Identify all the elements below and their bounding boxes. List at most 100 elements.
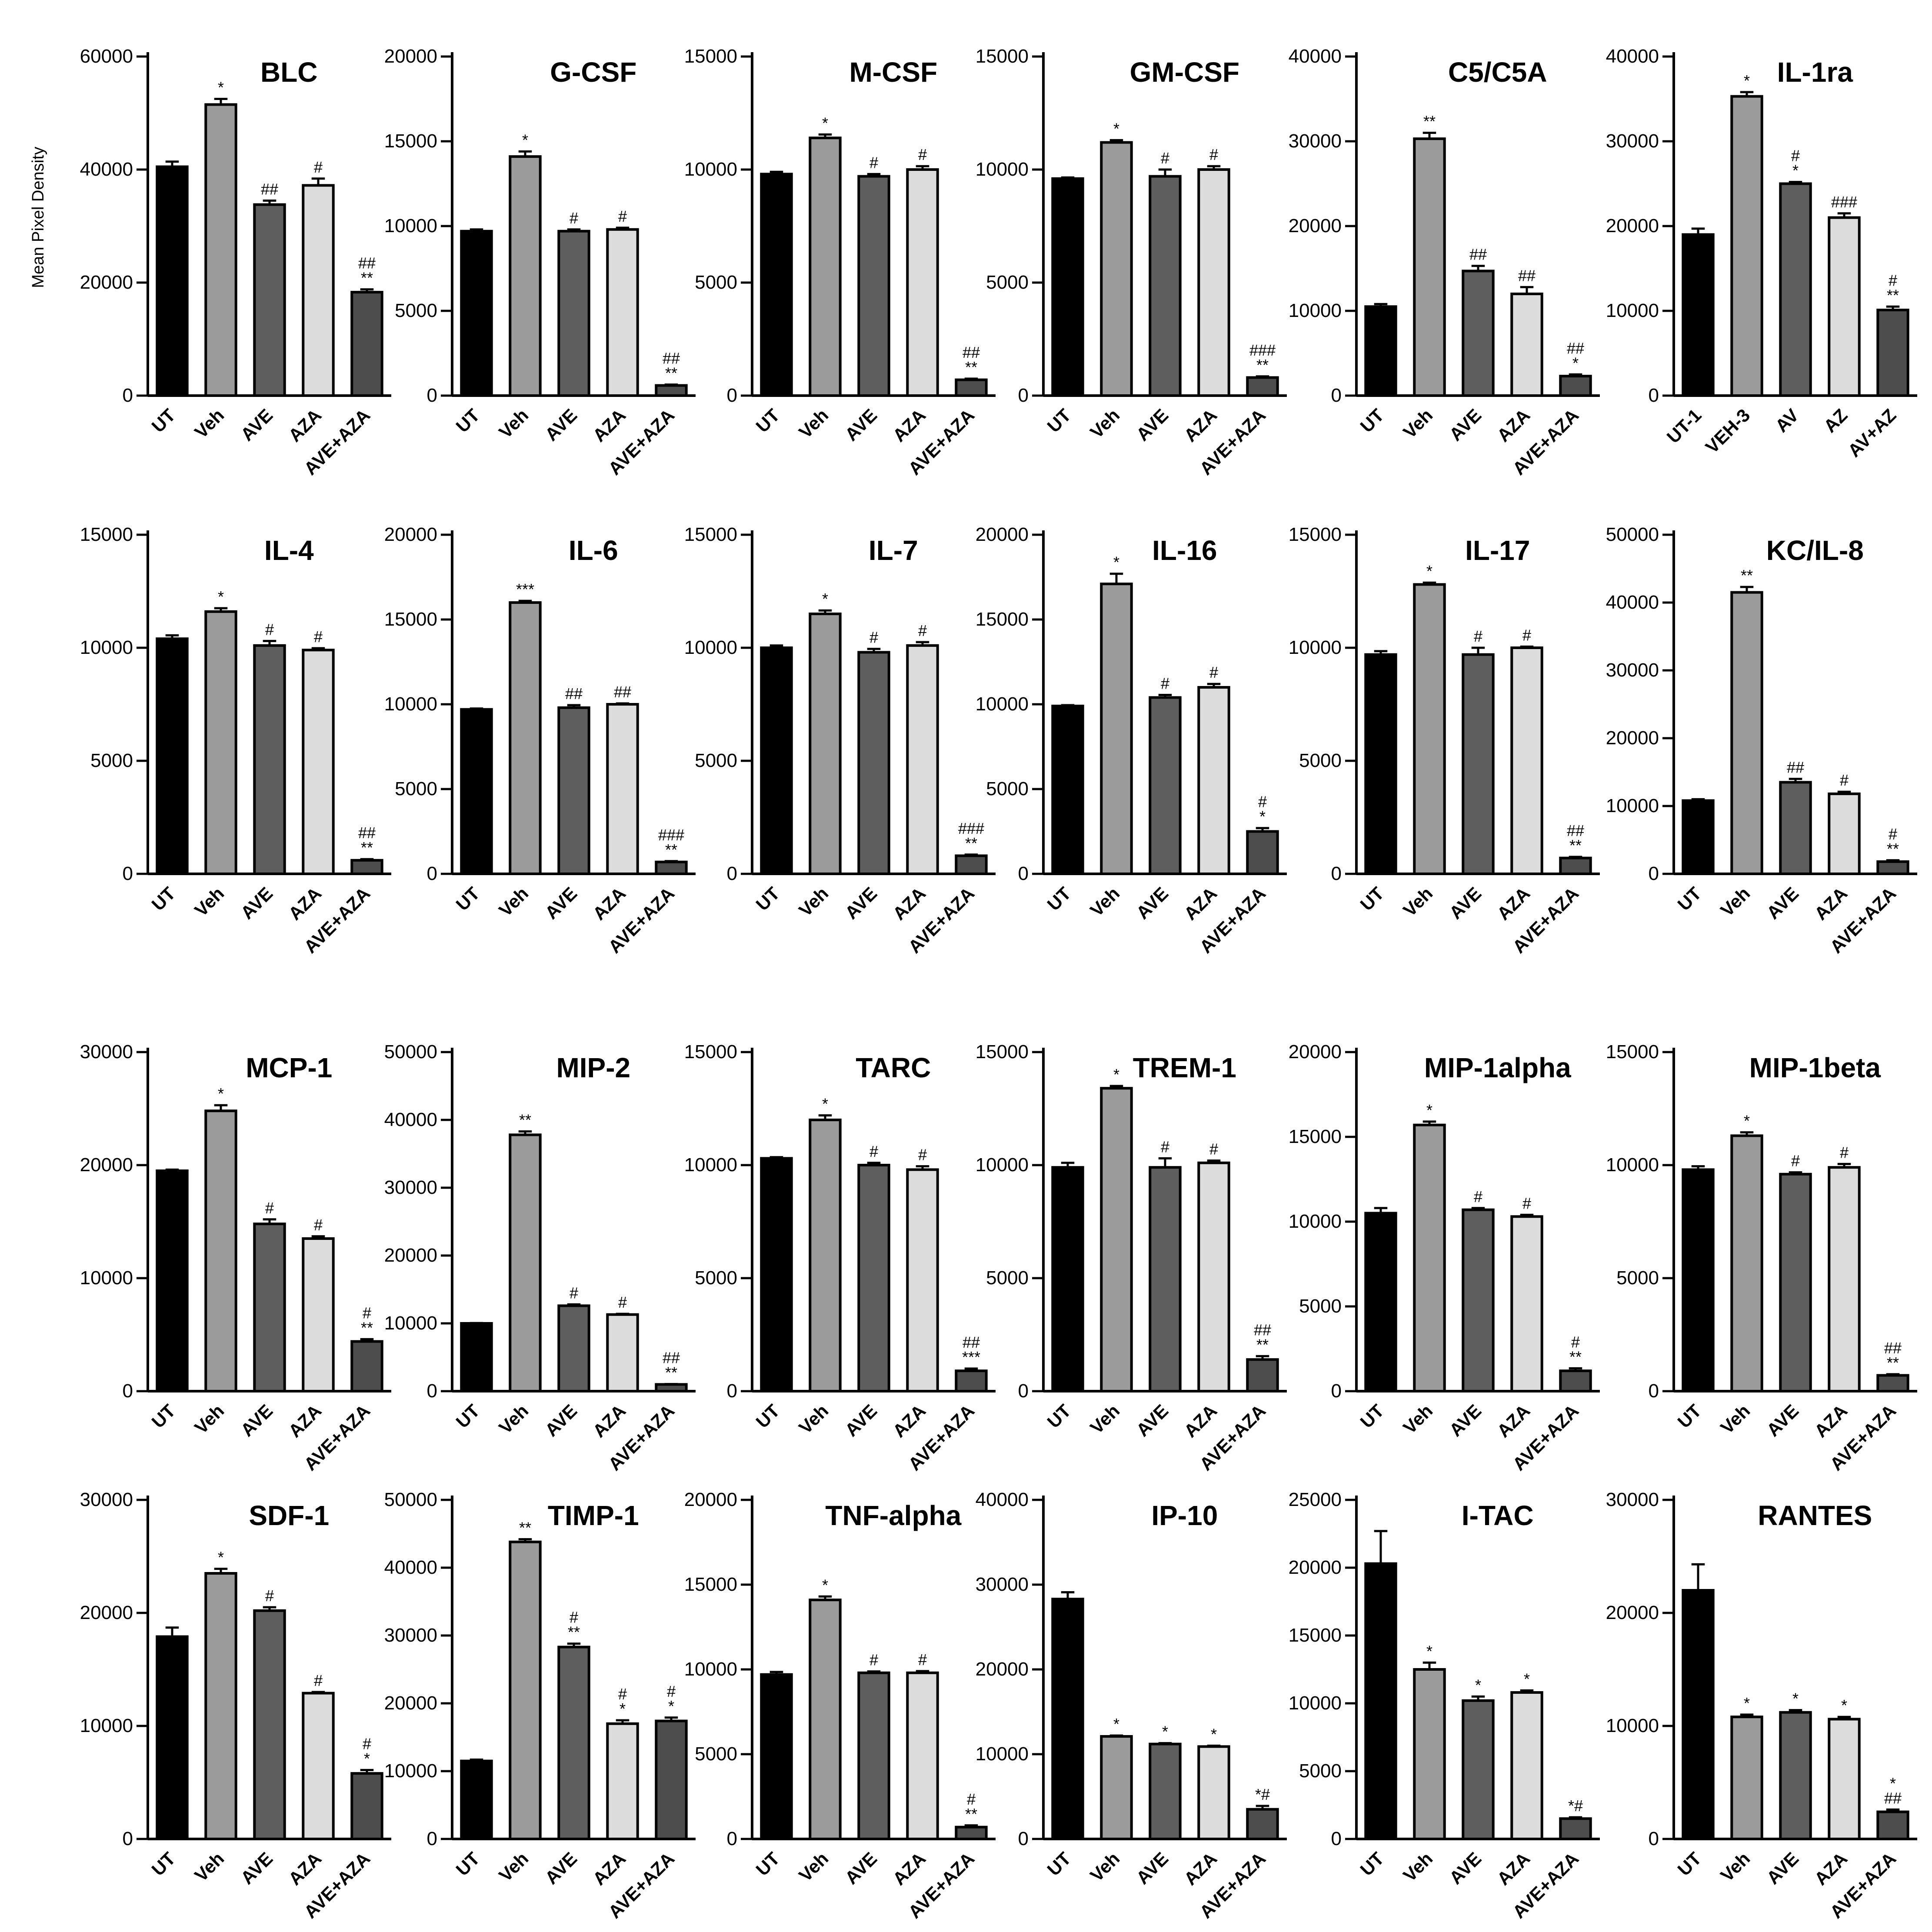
significance-marker: # bbox=[1209, 663, 1218, 681]
significance-marker: # bbox=[265, 620, 274, 638]
y-tick-label: 0 bbox=[1018, 1828, 1029, 1849]
significance-marker: ** bbox=[1569, 1348, 1582, 1366]
bar-AVE+AZA bbox=[1876, 1374, 1909, 1393]
y-tick-label: 20000 bbox=[80, 272, 133, 293]
y-tick-label: 50000 bbox=[384, 1489, 437, 1510]
bar-Veh bbox=[204, 1109, 237, 1392]
bar-AVE bbox=[1462, 270, 1495, 397]
x-tick-label: Veh bbox=[795, 1400, 832, 1438]
x-tick-label: AZA bbox=[1810, 883, 1851, 924]
bar-AVE bbox=[1462, 1699, 1495, 1840]
y-tick-label: 0 bbox=[427, 863, 437, 884]
bar-UT bbox=[156, 1169, 189, 1392]
y-tick-label: 10000 bbox=[976, 693, 1029, 715]
bar-Veh bbox=[509, 1133, 542, 1393]
bar-Veh bbox=[1730, 591, 1763, 875]
significance-marker: # bbox=[265, 1199, 274, 1217]
x-tick-label: UT bbox=[452, 883, 484, 915]
significance-marker: # bbox=[918, 622, 927, 640]
x-tick-label: Veh bbox=[795, 883, 832, 920]
x-tick-label: AZA bbox=[589, 1848, 630, 1889]
bar-AVE+AZA bbox=[350, 291, 383, 397]
y-tick-label: 30000 bbox=[384, 1177, 437, 1198]
chart-panel-7: 050001000015000IL-4UT*Veh#AVE#AZA##**AVE… bbox=[80, 524, 391, 957]
bar-AVE+AZA bbox=[655, 1719, 688, 1841]
y-tick-label: 0 bbox=[1649, 1828, 1659, 1849]
y-tick-label: 20000 bbox=[80, 1154, 133, 1176]
y-tick-label: 30000 bbox=[1289, 130, 1342, 152]
significance-marker: # bbox=[363, 1735, 371, 1752]
y-tick-label: 40000 bbox=[80, 159, 133, 180]
significance-marker: ** bbox=[519, 1111, 531, 1129]
bar-AZA bbox=[906, 1671, 939, 1841]
y-tick-label: 25000 bbox=[1289, 1489, 1342, 1510]
significance-marker: ** bbox=[361, 839, 373, 856]
x-tick-label: AVE bbox=[1445, 405, 1485, 445]
significance-marker: * bbox=[218, 1549, 224, 1566]
significance-marker: # bbox=[869, 153, 878, 171]
y-tick-label: 0 bbox=[1331, 1828, 1342, 1849]
chart-panel-5: 0 10000 20000 30000 40000 C5/C5A UT ** Veh ## AVE #… bbox=[1289, 46, 1600, 479]
x-tick-label: AZA bbox=[589, 883, 630, 924]
bar-AZA bbox=[1197, 686, 1230, 875]
x-tick-label: Veh bbox=[1716, 883, 1754, 920]
chart-panel-6: 010000200003000040000IL-1raUT-1*VEH-3#*A… bbox=[1606, 46, 1917, 461]
x-tick-label: Veh bbox=[1399, 1400, 1436, 1438]
significance-marker: # bbox=[1161, 675, 1169, 693]
x-tick-label: AZA bbox=[1493, 883, 1534, 924]
significance-marker: * bbox=[620, 1700, 626, 1718]
x-tick-label: Veh bbox=[795, 1848, 832, 1885]
bar-AZ bbox=[1828, 216, 1861, 397]
bar-AZA bbox=[606, 1722, 639, 1841]
bar-AVE bbox=[1149, 175, 1182, 397]
significance-marker: * bbox=[522, 131, 528, 149]
bar-Veh bbox=[509, 601, 542, 875]
x-tick-label: UT bbox=[1674, 1400, 1705, 1432]
y-tick-label: 10000 bbox=[384, 1760, 437, 1782]
chart-title: TNF-alpha bbox=[825, 1500, 961, 1531]
chart-title: MIP-1beta bbox=[1749, 1052, 1881, 1083]
x-tick-label: AZA bbox=[1493, 1848, 1534, 1889]
x-tick-label: UT bbox=[1356, 1400, 1388, 1432]
y-tick-label: 5000 bbox=[1299, 1296, 1342, 1317]
significance-marker: # bbox=[918, 146, 927, 163]
x-tick-label: AVE bbox=[237, 1848, 276, 1888]
x-tick-label: AZA bbox=[1810, 1400, 1851, 1441]
bar-AVE+AZA bbox=[350, 1772, 383, 1840]
bar-UT bbox=[1682, 1589, 1715, 1840]
significance-marker: # bbox=[918, 1146, 927, 1164]
significance-marker: ## bbox=[1567, 822, 1584, 839]
significance-marker: # bbox=[1840, 1143, 1849, 1161]
x-tick-label: AZA bbox=[1493, 405, 1534, 446]
significance-marker: ** bbox=[665, 1364, 677, 1382]
x-tick-label: Veh bbox=[1086, 405, 1123, 442]
chart-title: IL-16 bbox=[1152, 535, 1217, 566]
chart-title: IL-17 bbox=[1465, 535, 1530, 566]
x-tick-label: AVE bbox=[841, 1400, 881, 1440]
significance-marker: * bbox=[1744, 1694, 1750, 1712]
chart-title: I-TAC bbox=[1462, 1500, 1534, 1531]
y-tick-label: 0 bbox=[727, 1828, 737, 1849]
x-tick-label: Veh bbox=[190, 1848, 228, 1885]
y-tick-label: 10000 bbox=[684, 1659, 737, 1680]
bar-Veh bbox=[809, 613, 842, 875]
chart-panel-20: 01000020000300004000050000TIMP-1UT**Veh#… bbox=[384, 1489, 696, 1922]
bar-AVE bbox=[1462, 653, 1495, 875]
y-tick-label: 20000 bbox=[1289, 215, 1342, 237]
bar-AVE+AZA bbox=[955, 1369, 988, 1392]
significance-marker: * bbox=[1792, 1690, 1799, 1708]
y-tick-label: 10000 bbox=[1289, 1211, 1342, 1232]
y-tick-label: 5000 bbox=[695, 1267, 737, 1289]
y-tick-label: 10000 bbox=[384, 693, 437, 715]
bar-AVE bbox=[557, 706, 590, 876]
x-tick-label: UT bbox=[452, 405, 484, 436]
y-tick-label: 0 bbox=[1649, 385, 1659, 406]
x-tick-label: UT bbox=[1043, 883, 1075, 915]
x-tick-label: AZA bbox=[589, 1400, 630, 1441]
significance-marker: ## bbox=[1518, 266, 1536, 284]
significance-marker: # bbox=[618, 1293, 627, 1311]
x-tick-label: UT bbox=[1043, 1848, 1075, 1880]
significance-marker: ** bbox=[665, 364, 677, 382]
significance-marker: * bbox=[822, 1095, 828, 1113]
y-tick-label: 0 bbox=[123, 863, 133, 884]
